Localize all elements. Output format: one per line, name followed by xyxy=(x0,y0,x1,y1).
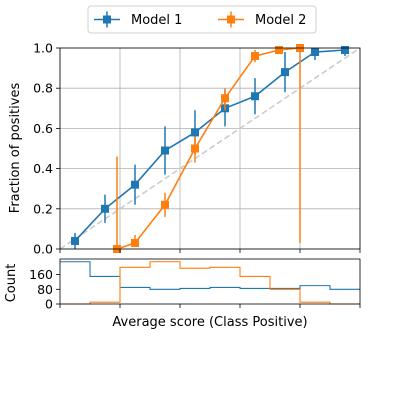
data-point xyxy=(101,204,109,213)
y-tick-label: 0.8 xyxy=(33,81,53,96)
data-point xyxy=(311,48,319,57)
hist-y-tick-label: 160 xyxy=(29,267,53,282)
histogram-step-1 xyxy=(60,261,360,305)
y-tick-label: 0.6 xyxy=(33,121,53,136)
histogram-step-0 xyxy=(60,261,360,290)
data-point xyxy=(251,52,259,61)
y-tick-label: 0.4 xyxy=(33,161,53,176)
y-tick-label: 0.2 xyxy=(33,201,53,216)
calibration-series xyxy=(71,44,349,253)
histogram-frame xyxy=(59,258,361,305)
series-1 xyxy=(113,44,304,253)
data-point xyxy=(251,92,259,101)
data-point xyxy=(131,238,139,247)
legend-entry-0: Model 1 xyxy=(94,11,182,28)
histogram-series xyxy=(60,261,360,305)
data-point xyxy=(131,180,139,189)
histogram-y-label: Count xyxy=(4,264,19,303)
calibration-plot-frame xyxy=(59,47,361,250)
calibration-y-ticks: 0.0 0.2 0.4 0.6 0.8 1.0 xyxy=(33,41,60,257)
series-line xyxy=(116,47,301,250)
data-point xyxy=(275,46,283,55)
perfect-calibration-line xyxy=(59,47,361,250)
histogram-x-label: Average score (Class Positive) xyxy=(112,315,307,330)
legend-marker xyxy=(227,15,235,24)
data-point xyxy=(281,68,289,77)
legend-label: Model 2 xyxy=(255,13,306,28)
hist-y-tick-label: 0 xyxy=(45,297,53,312)
legend-entry-1: Model 2 xyxy=(218,11,306,28)
hist-y-tick-label: 80 xyxy=(37,282,53,297)
legend: Model 1 Model 2 xyxy=(87,5,317,34)
y-tick-label: 0.0 xyxy=(33,242,53,257)
calibration-y-label: Fraction of positives xyxy=(8,83,23,214)
calibration-x-ticks xyxy=(59,249,361,253)
legend-box xyxy=(87,5,317,34)
data-point xyxy=(161,200,169,209)
legend-label: Model 1 xyxy=(131,13,182,28)
legend-marker xyxy=(103,15,111,24)
data-point xyxy=(221,94,229,103)
calibration-plot: 0.0 0.2 0.4 0.6 0.8 1.0 Fraction of positives xyxy=(8,41,361,257)
histogram-x-ticks xyxy=(59,304,361,308)
data-point xyxy=(191,144,199,153)
data-point xyxy=(191,128,199,137)
data-point xyxy=(341,46,349,55)
y-tick-label: 1.0 xyxy=(33,41,53,56)
data-point xyxy=(71,236,79,245)
series-0 xyxy=(71,46,349,249)
data-point xyxy=(161,146,169,155)
